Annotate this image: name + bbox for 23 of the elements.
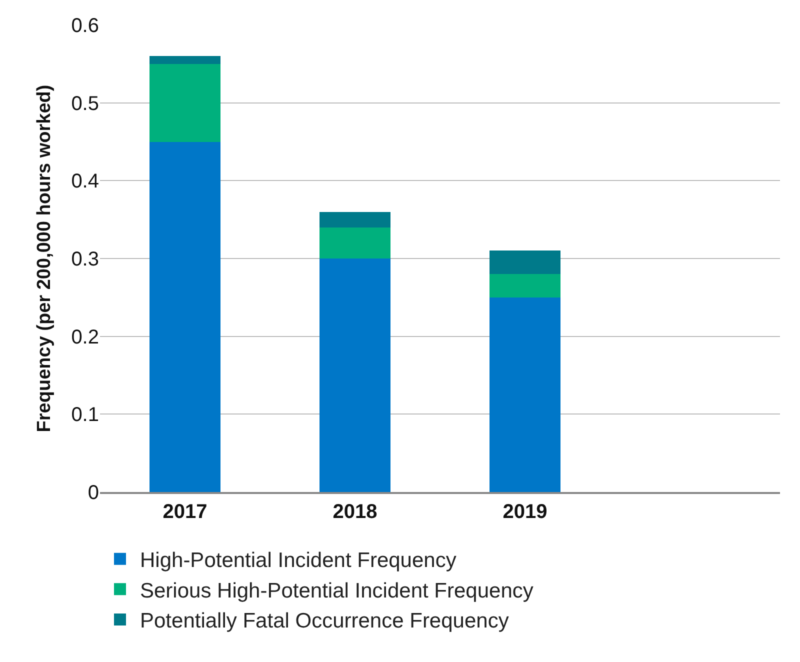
x-tick-label: 2019 (502, 500, 548, 523)
bar (149, 56, 221, 64)
bar (319, 212, 391, 228)
x-tick-label: 2018 (332, 500, 378, 523)
bar (489, 274, 561, 298)
y-tick-label: 0.6 (71, 15, 99, 37)
bar (149, 64, 221, 142)
legend-label: High-Potential Incident Frequency (140, 549, 457, 572)
bar (319, 227, 391, 258)
bar (319, 258, 391, 492)
bar (489, 297, 561, 492)
y-tick-label: 0.3 (71, 248, 99, 270)
y-tick-label: 0.2 (71, 326, 99, 348)
y-tick-label: 0.4 (71, 170, 99, 193)
bar (489, 250, 561, 274)
y-tick-label: 0 (88, 482, 99, 504)
legend-label: Potentially Fatal Occurrence Frequency (140, 610, 510, 633)
y-tick-label: 0.5 (71, 92, 99, 115)
y-tick-label: 0.1 (71, 404, 99, 426)
x-tick-label: 2017 (162, 500, 208, 523)
legend-label: Serious High-Potential Incident Frequency (140, 579, 534, 602)
bar (149, 142, 221, 492)
y-axis-title: Frequency (per 200,000 hours worked) (34, 84, 56, 432)
